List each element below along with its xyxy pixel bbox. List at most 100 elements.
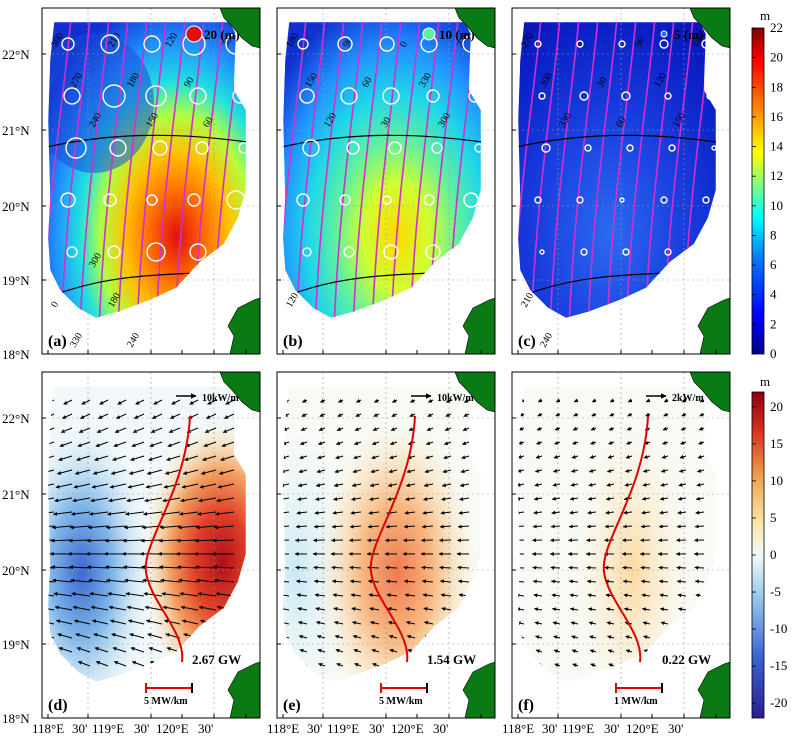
station-marker	[61, 37, 75, 51]
y-tick-label: 19°N	[2, 273, 30, 288]
phase-contour-label: 0	[576, 40, 588, 50]
station-marker	[302, 247, 312, 257]
flux-arrow	[371, 441, 380, 446]
flux-arrow	[53, 591, 73, 597]
flux-arrow	[182, 469, 199, 475]
flux-arrow	[642, 621, 651, 626]
flux-arrow	[680, 440, 687, 445]
flux-arrow	[354, 427, 362, 431]
colorbar-bottom-tick-label: -20	[770, 695, 787, 710]
flux-arrow	[660, 621, 669, 626]
flux-arrow	[96, 427, 109, 433]
colorbar-bottom-tick-label: -15	[770, 658, 787, 673]
station-marker	[100, 34, 120, 54]
flux-arrow	[535, 635, 543, 640]
phase-contour	[518, 22, 543, 318]
x-tick-label: 30'	[369, 721, 384, 736]
panel-label: (c)	[518, 333, 536, 350]
flux-arrow	[108, 605, 127, 611]
flux-arrow	[463, 413, 470, 417]
station-marker	[226, 190, 246, 210]
flux-arrow	[169, 413, 181, 419]
flux-arrow	[518, 510, 525, 515]
station-marker	[379, 36, 395, 52]
flux-arrow	[351, 620, 362, 625]
flux-arrow	[48, 511, 55, 515]
flux-arrow	[372, 427, 380, 431]
flux-arrow	[196, 578, 217, 583]
flux-arrow	[609, 398, 615, 403]
flux-arrow	[532, 524, 543, 529]
flux-arrow	[608, 663, 615, 668]
flux-arrow	[421, 524, 434, 529]
flux-arrow	[315, 620, 326, 625]
phase-contour	[644, 22, 676, 318]
flux-arrow	[406, 469, 416, 474]
flux-arrow	[130, 455, 145, 462]
flux-arrow	[605, 510, 615, 515]
flux-arrow	[89, 591, 109, 597]
flux-arrow	[537, 412, 543, 417]
flux-arrow	[535, 454, 543, 459]
flux-arrow	[695, 510, 705, 515]
phase-contour-label: 30	[595, 75, 610, 89]
station-marker	[340, 87, 358, 105]
flux-arrow	[58, 646, 73, 653]
flux-arrow	[129, 633, 145, 639]
flux-arrow	[124, 578, 145, 583]
flux-arrow	[680, 426, 687, 431]
station-marker	[337, 36, 353, 52]
flux-arrow	[625, 649, 633, 654]
flux-arrow	[589, 454, 597, 459]
flux-arrow	[149, 441, 163, 448]
flux-arrow	[625, 454, 633, 459]
colorbar-top-tick-label: 6	[770, 257, 777, 272]
flux-arrow	[181, 619, 199, 625]
flux-arrow	[163, 483, 181, 489]
flux-arrow	[695, 496, 705, 501]
flux-arrow	[222, 427, 235, 433]
flux-arrow	[372, 662, 380, 667]
flux-arrow	[93, 633, 109, 639]
flux-arrow	[117, 399, 127, 405]
flux-arrow	[605, 607, 615, 612]
flux-arrow	[460, 634, 470, 639]
flux-arrow	[392, 398, 398, 403]
flux-arrow	[146, 469, 163, 475]
flux-arrow	[150, 427, 163, 433]
flux-arrow	[439, 565, 452, 570]
y-tick-label: 19°N	[2, 637, 30, 652]
flux-arrow	[109, 619, 127, 625]
flux-arrow	[73, 483, 91, 489]
colorbar-bottom-tick-label: 10	[770, 473, 783, 488]
flux-arrow	[661, 635, 669, 640]
flux-arrow	[198, 497, 217, 503]
island-land	[462, 297, 496, 355]
legend-value: 20 (m)	[204, 27, 240, 42]
flux-arrow	[588, 482, 597, 487]
flux-arrow	[607, 635, 615, 640]
stations	[296, 35, 484, 261]
flux-arrow	[112, 455, 127, 462]
flux-arrow	[115, 413, 127, 419]
flux-arrow	[216, 497, 235, 503]
flux-arrow	[194, 538, 217, 543]
flux-arrow	[214, 578, 235, 583]
flux-arrow	[79, 413, 91, 419]
flux-arrow	[48, 469, 55, 475]
flux-arrow	[421, 579, 434, 584]
colorbar-top-tick-label: 18	[770, 79, 783, 94]
flux-arrow	[195, 525, 217, 530]
station-marker	[622, 248, 630, 256]
legend-circle	[422, 27, 436, 41]
flux-arrow	[658, 524, 669, 529]
amplitude-contour	[283, 134, 481, 149]
flux-arrow	[439, 524, 452, 529]
flux-arrow	[444, 427, 452, 431]
flux-arrow	[696, 468, 705, 473]
flux-arrow	[199, 483, 217, 489]
flux-arrow	[518, 524, 525, 529]
flux-arrow	[87, 525, 109, 530]
